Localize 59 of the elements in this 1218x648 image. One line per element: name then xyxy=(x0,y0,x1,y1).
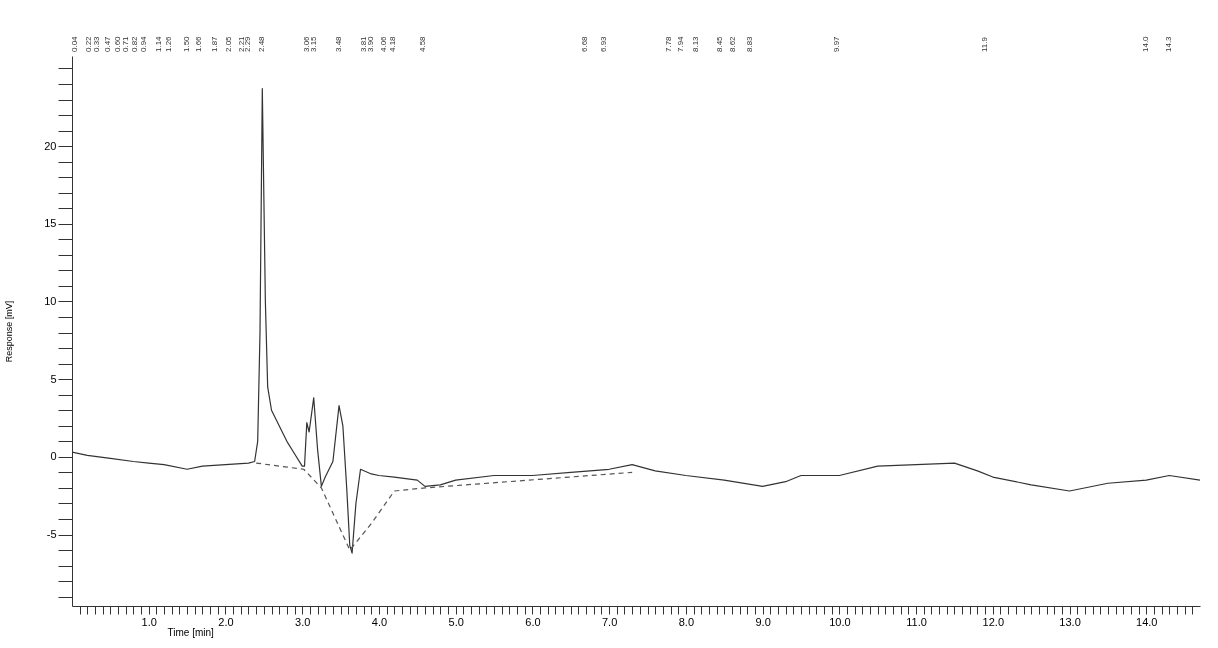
line-series xyxy=(255,462,633,551)
text: 8.45 xyxy=(715,35,725,52)
text: 4.58 xyxy=(418,35,428,52)
x-tick-label: 5.0 xyxy=(448,615,464,628)
text: 0.33 xyxy=(92,35,102,52)
x-tick-label: 4.0 xyxy=(371,615,388,628)
text: 7.78 xyxy=(664,35,673,52)
x-tick-label: 7.0 xyxy=(601,615,618,628)
text: 0.47 xyxy=(103,35,113,52)
y-axis-title: Response [mV] xyxy=(4,300,15,363)
x-tick-label: 14.0 xyxy=(1136,615,1158,628)
x-tick-label: 13.0 xyxy=(1059,615,1081,628)
text: 3.48 xyxy=(334,35,344,52)
text: 2.48 xyxy=(257,35,267,52)
text: 14.3 xyxy=(1164,35,1174,52)
x-tick-label: 1.0 xyxy=(141,615,157,628)
text: 4.18 xyxy=(387,35,397,52)
y-tick-label: -5 xyxy=(46,528,57,541)
text: 0.82 xyxy=(129,35,139,52)
x-tick-label: 2.0 xyxy=(218,615,234,628)
text: 7.94 xyxy=(676,35,686,52)
x-tick-label: 8.0 xyxy=(678,615,695,628)
x-tick-label: 11.0 xyxy=(906,615,927,628)
text: 1.26 xyxy=(163,35,173,52)
text: 6.68 xyxy=(579,35,589,52)
x-axis-title: Time [min] xyxy=(167,626,215,638)
text: 8.62 xyxy=(728,35,738,52)
text: 0.22 xyxy=(83,35,93,52)
text: 9.97 xyxy=(832,35,842,52)
text: 1.14 xyxy=(154,35,164,52)
x-tick-label: 3.0 xyxy=(295,615,311,628)
text: 0.04 xyxy=(70,35,80,52)
y-tick-label: 15 xyxy=(44,217,57,230)
text: 0.71 xyxy=(121,35,131,52)
text: 8.13 xyxy=(690,35,700,52)
text: 3.81 xyxy=(359,35,369,52)
text: 1.87 xyxy=(210,35,220,52)
text: 0.60 xyxy=(113,35,123,52)
text: 8.83 xyxy=(744,35,754,52)
text: 1.50 xyxy=(182,35,192,52)
y-tick-label: 5 xyxy=(50,372,57,385)
text: 0.94 xyxy=(139,35,149,52)
text: 4.06 xyxy=(378,35,388,52)
text: 3.90 xyxy=(366,35,376,52)
x-tick-label: 9.0 xyxy=(755,615,771,628)
text: 3.15 xyxy=(308,35,318,52)
text: 6.93 xyxy=(598,35,608,52)
x-tick-label: 6.0 xyxy=(525,615,541,628)
text: 3.06 xyxy=(301,35,311,52)
x-tick-label: 12.0 xyxy=(982,615,1005,628)
text: 2.05 xyxy=(224,35,234,52)
y-tick-label: 0 xyxy=(50,450,57,463)
y-tick-label: 20 xyxy=(44,139,57,152)
text: 2.21 xyxy=(236,35,246,52)
text: 14.0 xyxy=(1141,35,1151,52)
x-tick-label: 10.0 xyxy=(829,615,851,628)
text: 1.66 xyxy=(194,35,204,52)
y-tick-label: 10 xyxy=(44,294,57,307)
text: 11.9 xyxy=(980,36,990,52)
